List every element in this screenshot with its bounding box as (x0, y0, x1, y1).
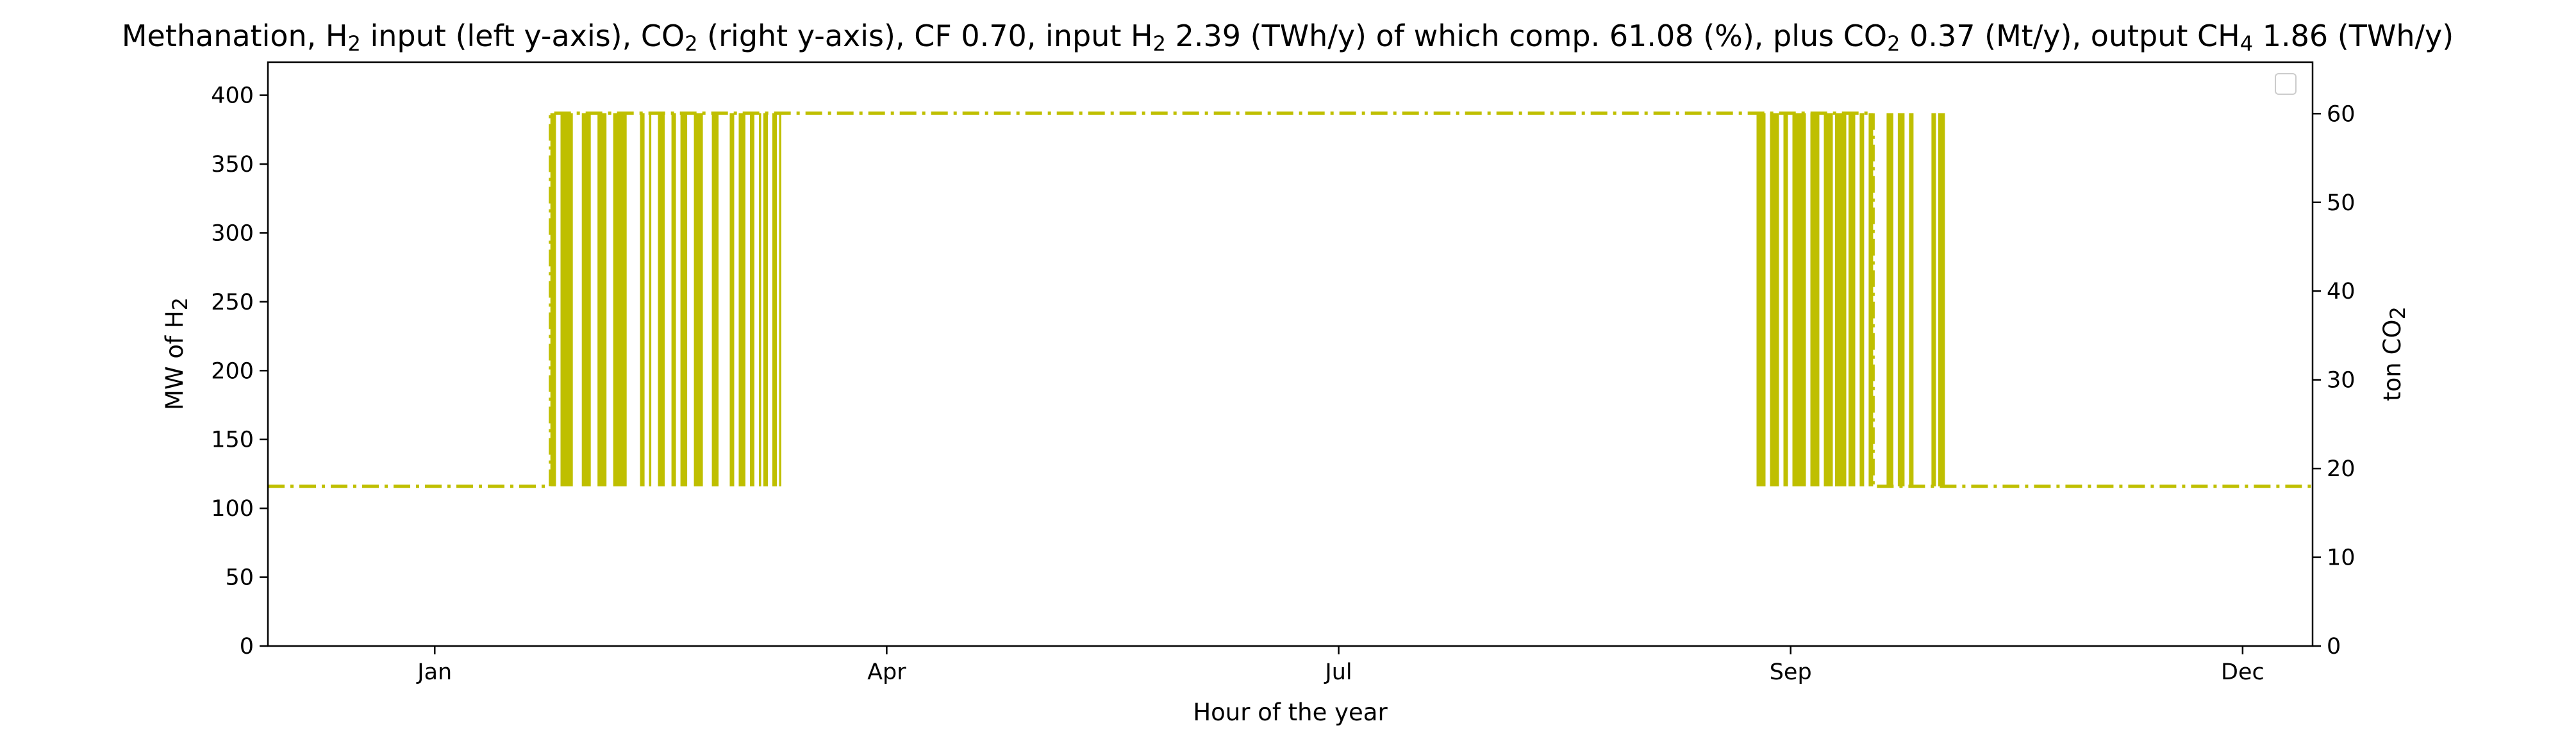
oscillation-band-16 (763, 113, 768, 486)
y-left-tick-label-1: 50 (225, 565, 254, 591)
oscillation-band-8 (671, 113, 676, 486)
y-left-tick-label-5: 250 (211, 290, 254, 315)
oscillation-band-7 (658, 113, 665, 486)
y-left-tick-label-8: 400 (211, 83, 254, 109)
oscillation-band-18 (779, 113, 781, 486)
oscillation-band-23 (1810, 113, 1820, 486)
y-right-tick-label-4: 40 (2327, 279, 2356, 304)
x-axis: Jan Apr Jul Sep Dec (416, 646, 2264, 685)
series-line-0 (268, 112, 2313, 488)
oscillation-band-12 (729, 113, 735, 486)
oscillation-band-9 (680, 113, 688, 486)
oscillation-band-22 (1792, 113, 1806, 486)
y-left-tick-label-6: 300 (211, 220, 254, 246)
chart-title: Methanation, H2 input (left y-axis), CO2… (122, 19, 2454, 56)
oscillation-band-10 (694, 113, 703, 486)
oscillation-band-14 (750, 113, 754, 486)
legend-box (2275, 73, 2297, 95)
oscillation-band-1 (560, 113, 573, 486)
y-axis-right-label: ton CO2 (2379, 306, 2410, 401)
oscillation-band-19 (1756, 113, 1766, 486)
x-tick-label-4: Dec (2221, 659, 2264, 685)
oscillation-band-15 (759, 113, 761, 486)
oscillation-band-0 (550, 113, 556, 486)
y-axis-left: 0 50 100 150 200 250 300 350 400 (211, 83, 268, 659)
oscillation-band-27 (1859, 113, 1865, 486)
oscillation-band-6 (649, 113, 652, 486)
oscillation-band-11 (711, 113, 719, 486)
x-axis-label: Hour of the year (1193, 699, 1388, 726)
oscillation-band-26 (1849, 113, 1856, 486)
y-left-tick-label-3: 150 (211, 427, 254, 453)
oscillation-band-21 (1783, 113, 1788, 486)
oscillation-band-5 (640, 113, 645, 486)
y-left-tick-label-4: 200 (211, 358, 254, 384)
oscillation-band-3 (597, 113, 607, 486)
x-tick-label-1: Apr (867, 659, 906, 685)
oscillation-band-20 (1770, 113, 1779, 486)
y-left-tick-label-7: 350 (211, 152, 254, 178)
oscillation-band-28 (1868, 113, 1874, 486)
x-tick-label-2: Jul (1324, 659, 1352, 685)
y-left-tick-label-0: 0 (240, 634, 254, 659)
oscillation-band-13 (738, 113, 745, 486)
y-right-tick-label-0: 0 (2327, 634, 2341, 659)
oscillation-band-17 (772, 113, 777, 486)
y-right-tick-label-5: 50 (2327, 190, 2356, 216)
y-right-tick-label-1: 10 (2327, 545, 2356, 571)
y-right-tick-label-3: 30 (2327, 368, 2356, 394)
y-left-tick-label-2: 100 (211, 496, 254, 522)
x-tick-label-3: Sep (1770, 659, 1812, 685)
oscillation-band-30 (1897, 113, 1905, 486)
data-layer (268, 112, 2313, 488)
y-axis-right: 0 10 20 30 40 50 60 (2313, 101, 2356, 659)
oscillation-band-24 (1824, 113, 1833, 486)
plot-area (268, 112, 2313, 488)
oscillation-band-4 (613, 113, 627, 486)
oscillation-band-2 (581, 113, 591, 486)
oscillation-band-31 (1909, 113, 1914, 486)
y-right-tick-label-6: 60 (2327, 101, 2356, 127)
oscillation-band-33 (1938, 113, 1945, 486)
y-right-tick-label-2: 20 (2327, 456, 2356, 482)
y-axis-left-label: MW of H2 (161, 297, 192, 410)
x-tick-label-0: Jan (416, 659, 452, 685)
plot-frame (267, 61, 2314, 647)
oscillation-band-25 (1835, 113, 1847, 486)
oscillation-band-29 (1886, 113, 1893, 486)
oscillation-band-32 (1931, 113, 1936, 486)
